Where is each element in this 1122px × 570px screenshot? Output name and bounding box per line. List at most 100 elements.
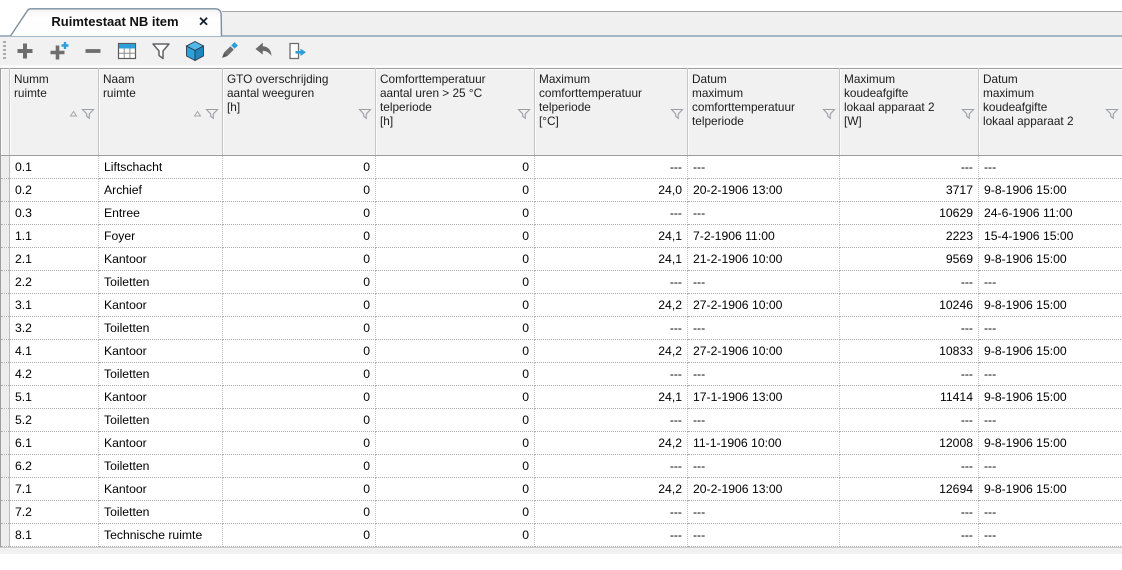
cell-datum-max-comforttemperatuur[interactable]: --- [687,270,840,294]
cell-datum-max-koudeafgifte[interactable]: --- [978,155,1122,179]
cell-gto-overschrijding[interactable]: 0 [222,523,376,547]
cell-max-koudeafgifte[interactable]: --- [839,316,979,340]
column-header-naam-ruimte[interactable]: Naam ruimte [98,68,223,156]
cell-comfort-uren[interactable]: 0 [375,316,535,340]
cell-datum-max-koudeafgifte[interactable]: 9-8-1906 15:00 [978,247,1122,271]
cell-gto-overschrijding[interactable]: 0 [222,408,376,432]
cell-naam-ruimte[interactable]: Kantoor [98,385,223,409]
cell-comfort-uren[interactable]: 0 [375,523,535,547]
filter-funnel-icon[interactable] [517,108,531,120]
cell-comfort-uren[interactable]: 0 [375,454,535,478]
cell-datum-max-comforttemperatuur[interactable]: --- [687,316,840,340]
cell-naam-ruimte[interactable]: Liftschacht [98,155,223,179]
cell-max-comforttemperatuur[interactable]: 24,2 [534,477,688,501]
cell-naam-ruimte[interactable]: Kantoor [98,477,223,501]
table-view-button[interactable] [114,38,140,64]
row-indicator[interactable] [0,247,10,271]
cell-naam-ruimte[interactable]: Kantoor [98,339,223,363]
filter-funnel-icon[interactable] [670,108,684,120]
table-row[interactable]: 4.2 Toiletten 0 0 --- --- --- --- [0,362,1122,386]
row-indicator[interactable] [0,362,10,386]
cell-datum-max-comforttemperatuur[interactable]: --- [687,408,840,432]
cell-comfort-uren[interactable]: 0 [375,385,535,409]
cell-numm-ruimte[interactable]: 5.1 [9,385,99,409]
cell-gto-overschrijding[interactable]: 0 [222,224,376,248]
cell-comfort-uren[interactable]: 0 [375,178,535,202]
cell-max-comforttemperatuur[interactable]: 24,2 [534,339,688,363]
filter-funnel-icon[interactable] [1105,108,1119,120]
cell-gto-overschrijding[interactable]: 0 [222,362,376,386]
undo-button[interactable] [250,38,276,64]
cell-gto-overschrijding[interactable]: 0 [222,431,376,455]
cell-max-koudeafgifte[interactable]: 9569 [839,247,979,271]
edit-button[interactable] [216,38,242,64]
cell-comfort-uren[interactable]: 0 [375,155,535,179]
column-header-comfort-uren[interactable]: Comforttemperatuur aantal uren > 25 °C t… [375,68,535,156]
table-row[interactable]: 2.1 Kantoor 0 0 24,1 21-2-1906 10:00 9569 9-8-1… [0,247,1122,271]
cell-datum-max-koudeafgifte[interactable]: 24-6-1906 11:00 [978,201,1122,225]
cell-datum-max-comforttemperatuur[interactable]: --- [687,155,840,179]
table-row[interactable]: 0.1 Liftschacht 0 0 --- --- --- --- [0,155,1122,179]
cell-naam-ruimte[interactable]: Toiletten [98,454,223,478]
row-indicator[interactable] [0,270,10,294]
cell-comfort-uren[interactable]: 0 [375,270,535,294]
row-indicator[interactable] [0,339,10,363]
column-header-max-koudeafgifte[interactable]: Maximum koudeafgifte lokaal apparaat 2 [… [839,68,979,156]
cell-numm-ruimte[interactable]: 4.2 [9,362,99,386]
cell-gto-overschrijding[interactable]: 0 [222,293,376,317]
cell-datum-max-comforttemperatuur[interactable]: 27-2-1906 10:00 [687,293,840,317]
cell-numm-ruimte[interactable]: 6.1 [9,431,99,455]
cell-max-comforttemperatuur[interactable]: 24,1 [534,385,688,409]
cell-comfort-uren[interactable]: 0 [375,247,535,271]
table-row[interactable]: 3.2 Toiletten 0 0 --- --- --- --- [0,316,1122,340]
cell-max-koudeafgifte[interactable]: 10246 [839,293,979,317]
cell-gto-overschrijding[interactable]: 0 [222,178,376,202]
cell-numm-ruimte[interactable]: 7.2 [9,500,99,524]
cell-max-comforttemperatuur[interactable]: 24,1 [534,224,688,248]
cell-max-comforttemperatuur[interactable]: --- [534,201,688,225]
cell-naam-ruimte[interactable]: Toiletten [98,316,223,340]
remove-button[interactable] [80,38,106,64]
cell-numm-ruimte[interactable]: 0.3 [9,201,99,225]
cell-comfort-uren[interactable]: 0 [375,293,535,317]
table-row[interactable]: 4.1 Kantoor 0 0 24,2 27-2-1906 10:00 10833 9-8-… [0,339,1122,363]
table-row[interactable]: 5.1 Kantoor 0 0 24,1 17-1-1906 13:00 11414 9-8-… [0,385,1122,409]
cell-max-koudeafgifte[interactable]: 3717 [839,178,979,202]
cell-max-koudeafgifte[interactable]: --- [839,155,979,179]
cell-datum-max-koudeafgifte[interactable]: --- [978,362,1122,386]
filter-button[interactable] [148,38,174,64]
add-multiple-button[interactable] [46,38,72,64]
cell-gto-overschrijding[interactable]: 0 [222,270,376,294]
table-row[interactable]: 7.1 Kantoor 0 0 24,2 20-2-1906 13:00 12694 9-8-… [0,477,1122,501]
cell-naam-ruimte[interactable]: Archief [98,178,223,202]
column-header-gto-overschrijding[interactable]: GTO overschrijding aantal weeguren [h] [222,68,376,156]
cell-numm-ruimte[interactable]: 0.1 [9,155,99,179]
cell-max-koudeafgifte[interactable]: 10629 [839,201,979,225]
cell-datum-max-comforttemperatuur[interactable]: --- [687,201,840,225]
cell-max-koudeafgifte[interactable]: --- [839,270,979,294]
cell-comfort-uren[interactable]: 0 [375,431,535,455]
row-indicator[interactable] [0,155,10,179]
cell-naam-ruimte[interactable]: Technische ruimte [98,523,223,547]
row-indicator[interactable] [0,454,10,478]
cell-datum-max-koudeafgifte[interactable]: 15-4-1906 15:00 [978,224,1122,248]
column-header-datum-max-koudeafgifte[interactable]: Datum maximum koudeafgifte lokaal appara… [978,68,1122,156]
cell-datum-max-comforttemperatuur[interactable]: --- [687,500,840,524]
cell-naam-ruimte[interactable]: Entree [98,201,223,225]
cell-max-comforttemperatuur[interactable]: --- [534,316,688,340]
row-indicator[interactable] [0,316,10,340]
row-indicator[interactable] [0,408,10,432]
cell-max-koudeafgifte[interactable]: 2223 [839,224,979,248]
cell-datum-max-koudeafgifte[interactable]: 9-8-1906 15:00 [978,385,1122,409]
cell-gto-overschrijding[interactable]: 0 [222,247,376,271]
cell-max-comforttemperatuur[interactable]: --- [534,270,688,294]
row-indicator[interactable] [0,500,10,524]
cell-datum-max-comforttemperatuur[interactable]: 7-2-1906 11:00 [687,224,840,248]
cell-numm-ruimte[interactable]: 1.1 [9,224,99,248]
cell-max-koudeafgifte[interactable]: --- [839,454,979,478]
cell-gto-overschrijding[interactable]: 0 [222,339,376,363]
cell-numm-ruimte[interactable]: 3.1 [9,293,99,317]
cell-comfort-uren[interactable]: 0 [375,477,535,501]
row-indicator[interactable] [0,178,10,202]
cell-comfort-uren[interactable]: 0 [375,224,535,248]
